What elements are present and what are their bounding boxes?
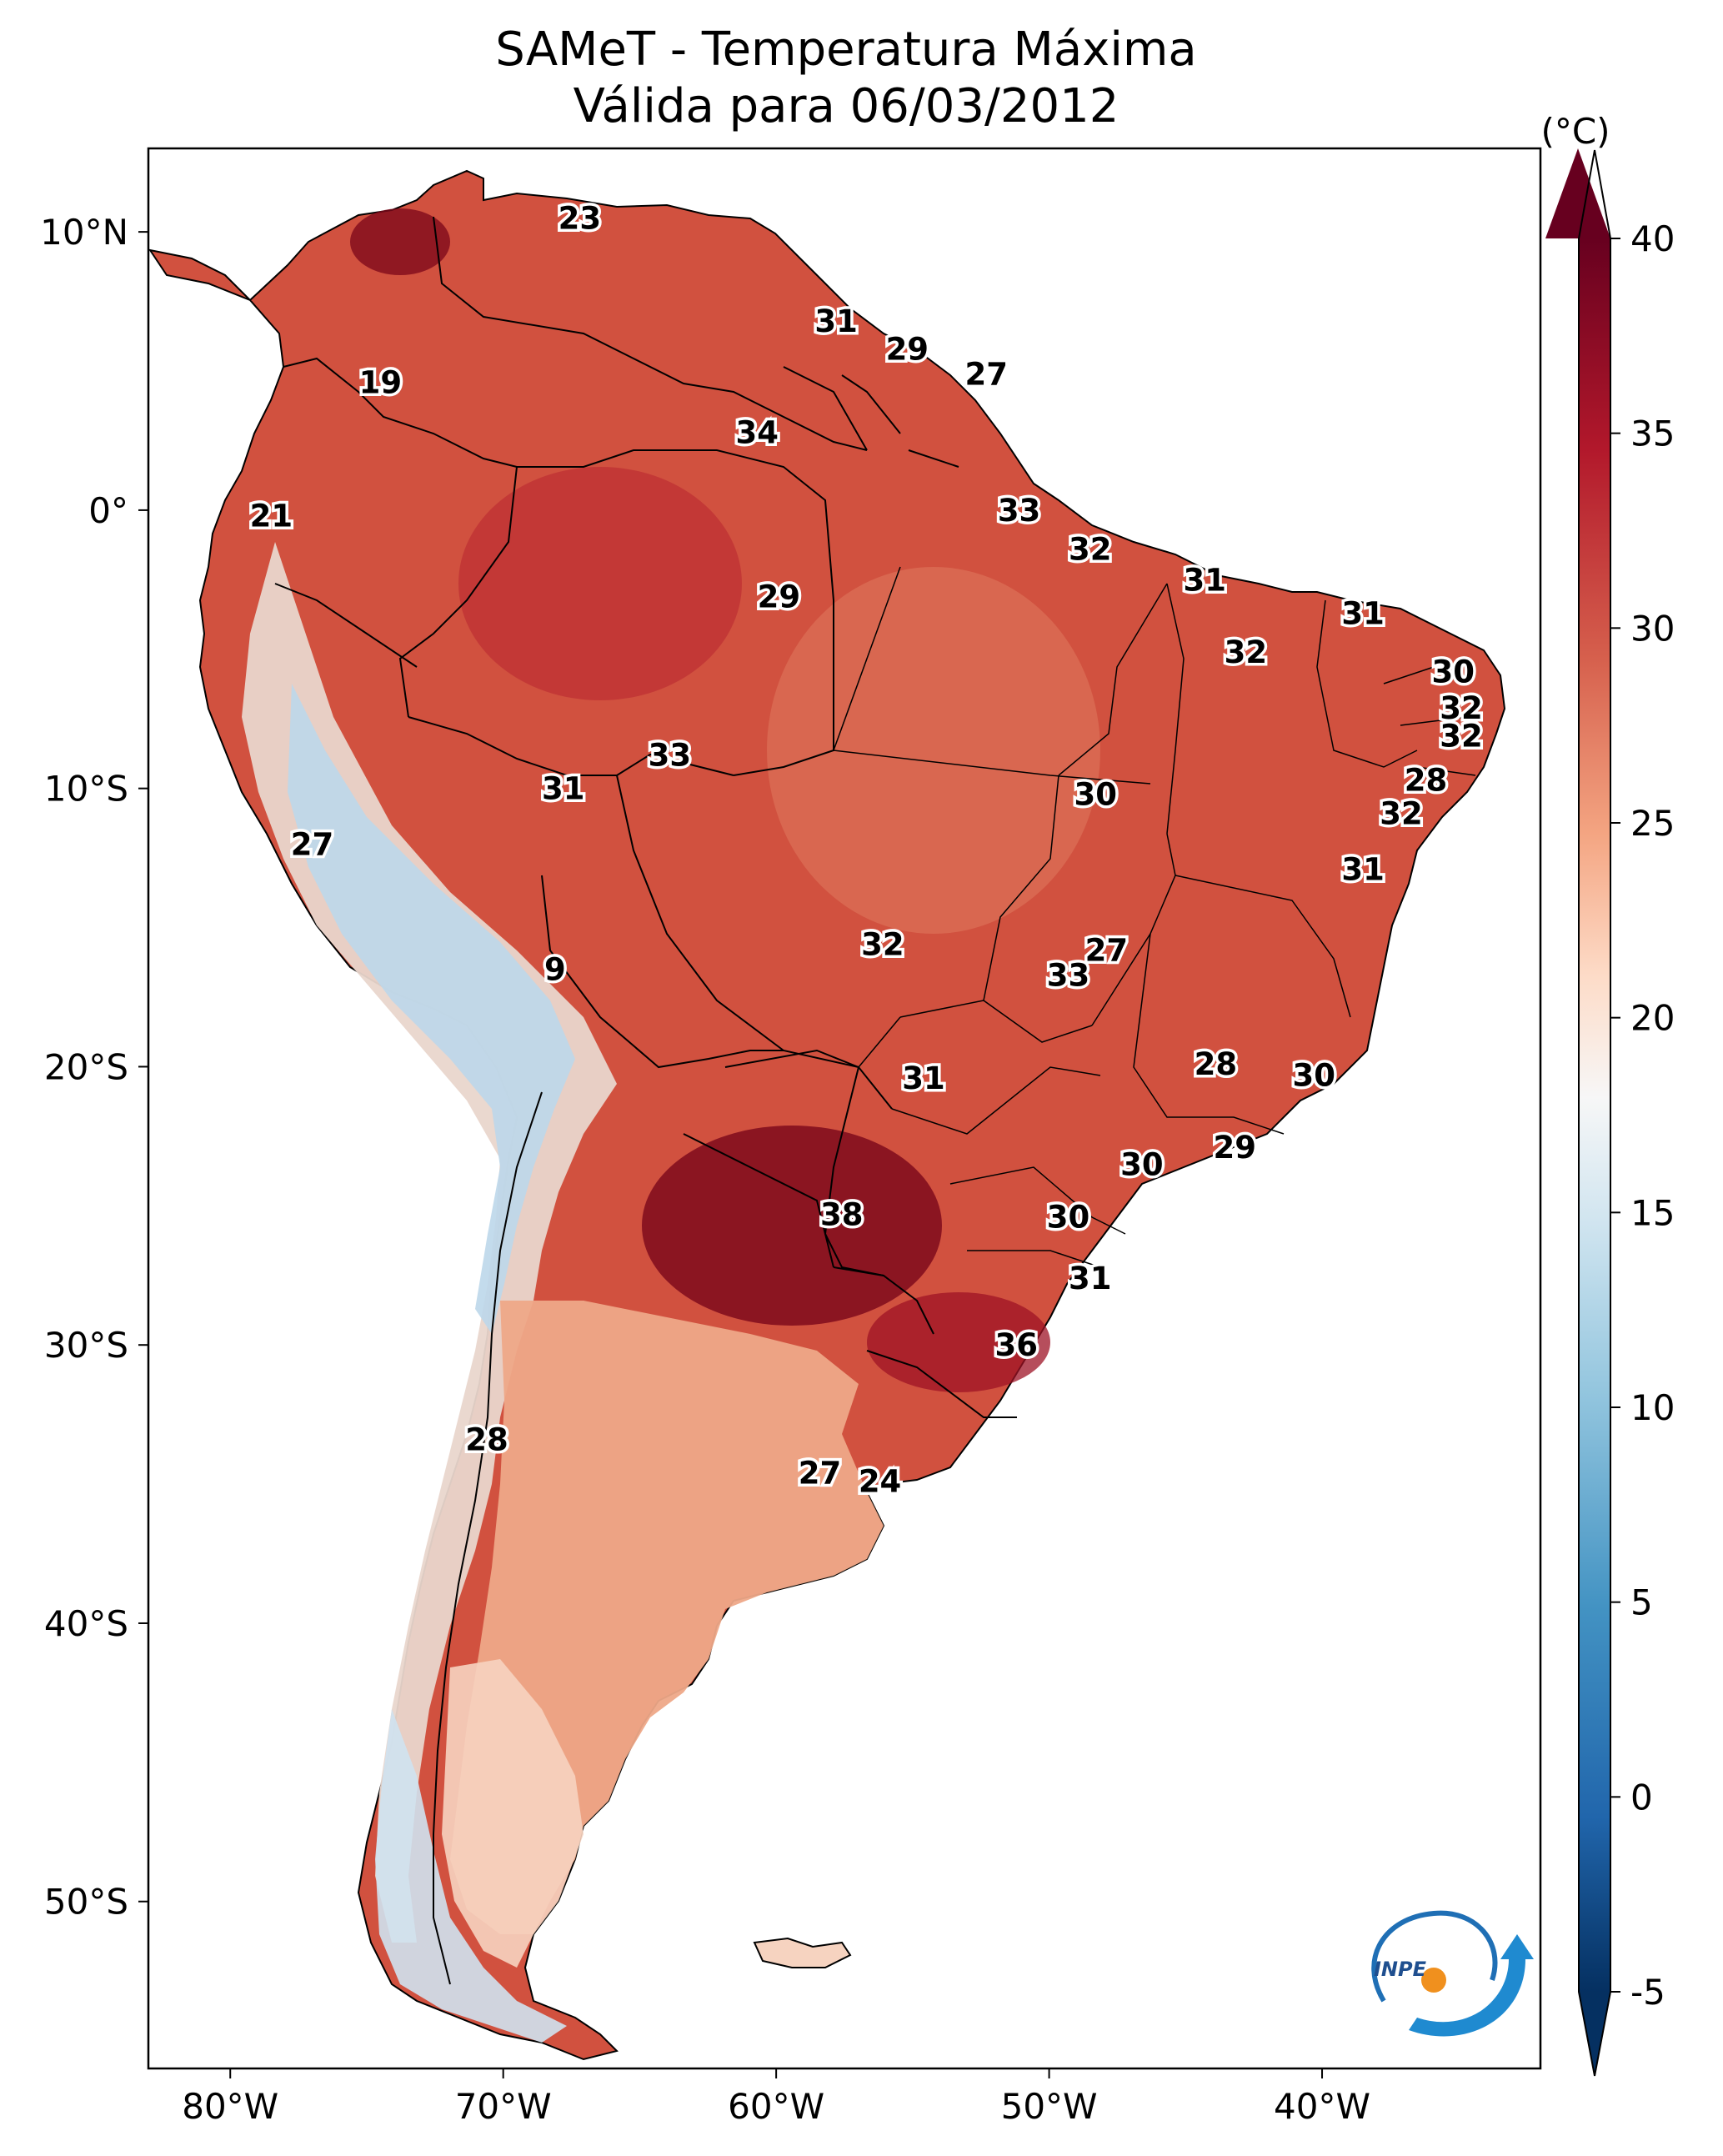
chaco-hot-core — [642, 1126, 942, 1326]
lon-tick-label: 50°W — [1001, 2086, 1098, 2127]
lat-tick-label: 10°S — [44, 769, 128, 810]
lon-tick-label: 80°W — [182, 2086, 278, 2127]
station-value-label: 28 — [465, 1422, 508, 1458]
state-borders — [833, 566, 1476, 1268]
station-value-label: 29 — [1214, 1130, 1257, 1166]
station-value-label: 30 — [1120, 1146, 1164, 1182]
station-value-label: 31 — [1341, 595, 1385, 631]
lat-tick-label: 0° — [88, 490, 128, 531]
station-value-label: 31 — [1341, 851, 1385, 887]
rio-grande-hot-core — [867, 1292, 1050, 1392]
station-value-label: 34 — [735, 414, 779, 450]
caribbean-hot-spot — [350, 208, 450, 275]
colorbar: (°C) 40 35 30 25 20 15 10 5 0 -5 — [1540, 111, 1675, 2077]
lon-tick-label: 60°W — [728, 2086, 824, 2127]
station-value-label: 29 — [758, 579, 801, 614]
colorbar-tick-label: 10 — [1630, 1387, 1675, 1428]
colorbar-unit: (°C) — [1540, 111, 1610, 152]
logo-text: INPE — [1374, 1958, 1427, 1981]
lat-tick-label: 10°N — [40, 212, 128, 253]
amazon-warm-zone — [458, 467, 742, 700]
station-value-label: 32 — [1225, 634, 1268, 670]
station-value-label: 33 — [649, 738, 692, 774]
colorbar-tick-label: 25 — [1630, 803, 1675, 844]
station-value-label: 9 — [544, 952, 566, 988]
colorbar-tick-label: 0 — [1630, 1777, 1653, 1818]
station-value-label: 27 — [291, 826, 334, 862]
logo-orange-dot — [1421, 1968, 1446, 1993]
station-value-label: 24 — [859, 1464, 902, 1500]
station-value-label: 27 — [799, 1456, 842, 1492]
station-value-label: 32 — [1069, 532, 1112, 568]
station-value-label: 21 — [250, 499, 293, 534]
station-value-label: 30 — [1292, 1057, 1335, 1093]
logo-swirl-outer — [1371, 1910, 1498, 2003]
colorbar-tick-label: 30 — [1630, 608, 1675, 649]
station-value-label: 29 — [886, 331, 929, 367]
colorbar-tick-label: 15 — [1630, 1192, 1675, 1233]
station-value-label: 32 — [861, 927, 904, 963]
station-value-label: 27 — [1085, 932, 1129, 968]
station-value-label: 31 — [1183, 562, 1226, 598]
colorbar-top-arrow — [1545, 148, 1610, 238]
map-title: SAMeT - Temperatura Máxima — [495, 23, 1197, 77]
lon-tick-label: 40°W — [1274, 2086, 1370, 2127]
falkland-islands — [753, 1937, 852, 1968]
colorbar-tick-label: 40 — [1630, 218, 1675, 259]
colorbar-tick-label: 35 — [1630, 414, 1675, 454]
station-value-label: 31 — [1069, 1261, 1112, 1296]
station-value-label: 28 — [1195, 1046, 1238, 1082]
station-value-label: 32 — [1380, 796, 1423, 832]
station-value-label: 28 — [1405, 763, 1448, 799]
inpe-logo: INPE — [1371, 1910, 1534, 2037]
colorbar-tick-label: 20 — [1630, 998, 1675, 1039]
station-value-label: 38 — [820, 1196, 864, 1232]
colorbar-tick-label: -5 — [1630, 1972, 1665, 2013]
country-borders — [274, 216, 1017, 1985]
station-value-label: 30 — [1074, 776, 1118, 812]
logo-arrow — [1409, 1934, 1534, 2037]
station-value-label: 23 — [558, 200, 602, 236]
continent-layer — [148, 169, 1506, 2061]
station-value-label: 33 — [998, 493, 1041, 529]
axis-layer: 80°W 70°W 60°W 50°W 40°W 10°N 0° 10°S 20°S 30°S 40… — [40, 212, 1370, 2127]
station-value-label: 30 — [1047, 1200, 1090, 1236]
andes-cold-core — [288, 684, 575, 1334]
lat-tick-label: 40°S — [44, 1603, 128, 1644]
south-patagonia-pale-zone — [442, 1659, 584, 1968]
station-labels-layer: 2319213129273433323131322930323228323133… — [247, 198, 1485, 1502]
lat-tick-label: 30°S — [44, 1325, 128, 1366]
station-value-label: 32 — [1440, 690, 1483, 726]
map-border — [147, 147, 1542, 2070]
colorbar-tick-label: 5 — [1630, 1582, 1653, 1623]
map-subtitle: Válida para 06/03/2012 — [573, 79, 1119, 133]
lon-tick-label: 70°W — [455, 2086, 552, 2127]
station-value-label: 27 — [965, 356, 1009, 392]
lat-tick-label: 50°S — [44, 1882, 128, 1923]
station-value-label: 33 — [1047, 957, 1090, 993]
station-value-label: 31 — [814, 303, 858, 339]
station-value-label: 32 — [1440, 718, 1483, 754]
colorbar-ticks: 40 35 30 25 20 15 10 5 0 -5 — [1610, 218, 1675, 2013]
colorbar-gradient — [1579, 238, 1610, 1992]
patagonia-cool-zone — [375, 1709, 567, 2043]
station-value-label: 30 — [1431, 654, 1475, 689]
station-value-label: 31 — [542, 771, 585, 807]
central-brazil-mild-zone — [767, 567, 1100, 934]
lat-tick-label: 20°S — [44, 1046, 128, 1087]
station-value-label: 19 — [359, 364, 403, 400]
colorbar-bottom-arrow — [1579, 1992, 1610, 2076]
station-value-label: 31 — [902, 1060, 945, 1096]
station-value-label: 36 — [995, 1327, 1039, 1363]
